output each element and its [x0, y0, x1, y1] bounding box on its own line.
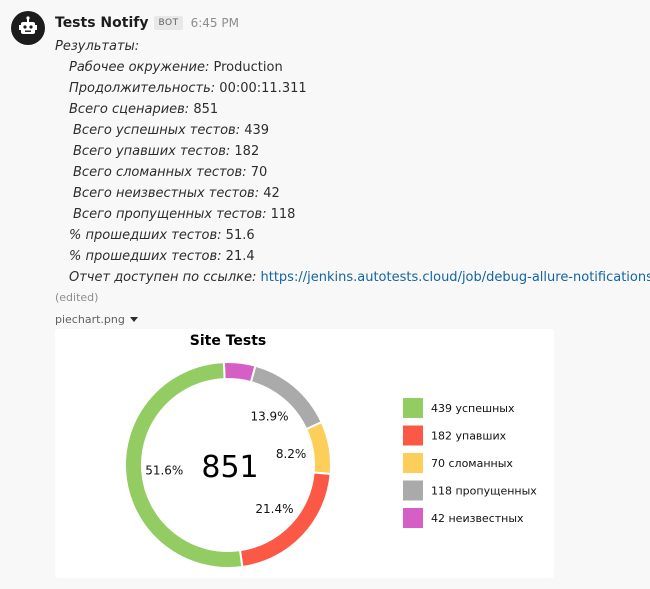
chart-title: Site Tests: [190, 333, 267, 349]
passed-line: Всего успешных тестов: 439: [73, 123, 270, 138]
slice-percent-label: 21.4%: [255, 502, 293, 516]
legend-swatch: [403, 425, 423, 446]
legend-label: 182 упавших: [431, 430, 507, 443]
legend-label: 439 успешных: [431, 402, 515, 415]
pie-slice: [304, 420, 332, 476]
message-header: Tests Notify BOT 6:45 PM: [55, 13, 239, 33]
duration-line: Продолжительность: 00:00:11.311: [69, 81, 307, 96]
passed-percent-line: % прошедших тестов: 51.6: [69, 228, 255, 243]
edited-indicator: (edited): [55, 291, 99, 304]
report-line: Отчет доступен по ссылке: https://jenkin…: [55, 267, 650, 288]
chart-center-total: 851: [201, 450, 258, 485]
message-body: Результаты: Рабочее окружение: Productio…: [55, 36, 650, 288]
slice-percent-label: 8.2%: [276, 447, 307, 461]
legend-swatch: [403, 398, 423, 418]
pie-slice: [124, 361, 244, 569]
pie-slice: [222, 361, 257, 384]
pie-chart: Site Tests 13.9% 8.2% 21.4% 51.6% 851 439 успе…: [124, 333, 537, 569]
failed-line: Всего упавших тестов: 182: [73, 144, 260, 159]
sender-name[interactable]: Tests Notify: [55, 15, 149, 31]
attachment-filename-label: piechart.png: [55, 313, 125, 326]
attachment-filename[interactable]: piechart.png: [55, 313, 138, 326]
legend-swatch: [403, 480, 423, 501]
legend-label: 42 неизвестных: [431, 512, 524, 525]
broken-line: Всего сломанных тестов: 70: [73, 165, 268, 180]
skipped-line: Всего пропущенных тестов: 118: [73, 207, 296, 222]
legend-swatch: [403, 508, 423, 528]
unknown-line: Всего неизвестных тестов: 42: [73, 186, 280, 201]
total-scenarios-line: Всего сценариев: 851: [69, 102, 219, 117]
bot-badge: BOT: [154, 16, 183, 30]
bot-avatar[interactable]: [11, 11, 45, 45]
legend-label: 70 сломанных: [431, 457, 513, 470]
slice-percent-label: 13.9%: [250, 409, 288, 423]
message-timestamp[interactable]: 6:45 PM: [190, 16, 239, 30]
chevron-down-icon[interactable]: [129, 317, 138, 322]
legend-swatch: [403, 453, 423, 473]
robot-icon: [19, 16, 37, 34]
report-link[interactable]: https://jenkins.autotests.cloud/job/debu…: [260, 270, 650, 285]
chart-attachment[interactable]: Site Tests 13.9% 8.2% 21.4% 51.6% 851 439 успе…: [55, 329, 554, 578]
failed-percent-line: % прошедших тестов: 21.4: [69, 249, 255, 264]
env-line: Рабочее окружение: Production: [69, 60, 283, 75]
pie-slice: [238, 471, 332, 569]
legend-label: 118 пропущенных: [431, 485, 537, 498]
results-title: Результаты:: [55, 39, 140, 54]
slice-percent-label: 51.6%: [145, 464, 183, 478]
